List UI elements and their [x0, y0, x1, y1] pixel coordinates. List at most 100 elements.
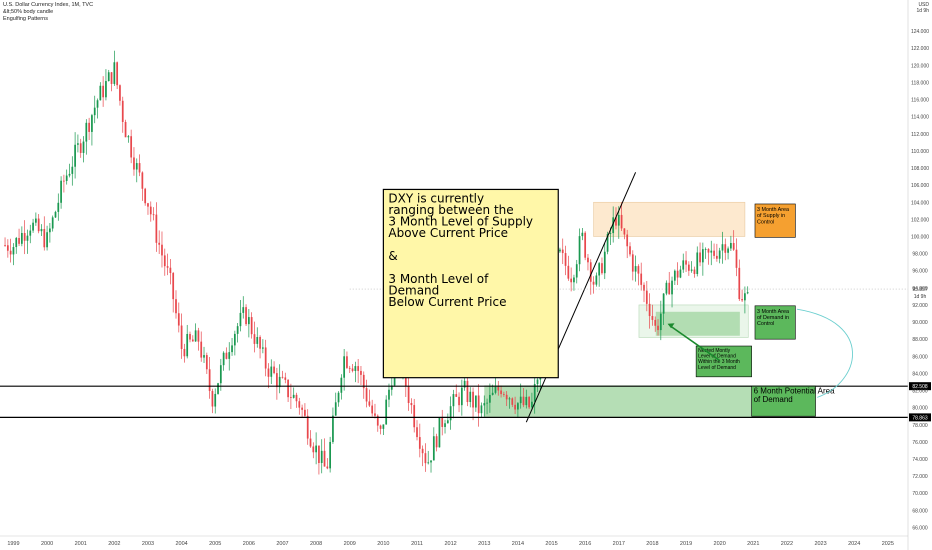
candle-body	[91, 115, 93, 132]
candle-body	[332, 415, 334, 442]
x-tick-label: 2002	[108, 541, 120, 547]
candle-body	[589, 262, 592, 282]
candle-body	[573, 277, 575, 283]
candle-body	[138, 163, 141, 173]
chart-legend: U.S. Dollar Currency Index, 1M, TVC &lt;…	[3, 2, 93, 23]
candle-body	[105, 81, 107, 98]
candle-body	[214, 393, 217, 407]
candle-body	[368, 401, 371, 406]
trend-line	[525, 172, 637, 423]
candle-body	[584, 232, 587, 258]
candle-body	[651, 316, 654, 320]
candle-body	[228, 352, 231, 359]
candle-body	[385, 399, 388, 425]
candle-body	[676, 270, 679, 278]
candle-body	[525, 396, 528, 406]
candle-body	[620, 214, 623, 229]
main-annotation-line-9: Below Current Price	[388, 295, 506, 309]
x-tick-label: 2013	[478, 541, 490, 547]
candle-body	[371, 405, 374, 414]
y-tick-label: 80.000	[912, 406, 928, 412]
candle-body	[20, 233, 23, 244]
candle-body	[295, 394, 298, 402]
candle-body	[320, 450, 323, 464]
candle-body	[483, 403, 486, 406]
indicator-body-candle: &lt;50% body candle	[3, 9, 54, 15]
candle-body	[77, 143, 79, 145]
six-month-label-line: 6 Month Potential Area	[754, 387, 835, 396]
candle-body	[724, 244, 727, 253]
x-tick-label: 2003	[142, 541, 154, 547]
demand-label-box	[754, 305, 796, 340]
y-tick-label: 118.000	[911, 80, 929, 86]
candle-body	[259, 337, 261, 349]
x-tick-label: 2011	[411, 541, 423, 547]
candle-body	[472, 391, 474, 408]
candle-body	[233, 333, 236, 346]
price-scale-header: USD 1d 9h	[916, 2, 929, 14]
candle-body	[519, 396, 522, 404]
x-tick-label: 2017	[613, 541, 625, 547]
candle-body	[116, 62, 119, 86]
candle-body	[648, 303, 651, 317]
candle-body	[63, 180, 65, 182]
candle-body	[161, 244, 163, 256]
y-tick-label: 104.000	[911, 200, 929, 206]
nested-arrow-head	[667, 323, 675, 329]
y-tick-label: 110.000	[911, 149, 929, 155]
candle-body	[365, 388, 368, 402]
candle-body	[612, 217, 615, 234]
candle-body	[329, 441, 331, 469]
main-annotation-line-1: ranging between the	[388, 203, 513, 217]
candle-body	[690, 269, 693, 271]
candle-body	[40, 228, 43, 232]
candle-body	[379, 425, 382, 429]
candle-body	[713, 250, 715, 256]
y-tick-label: 96.000	[912, 269, 928, 275]
candle-body	[427, 462, 430, 464]
currency-label: USD	[918, 2, 929, 8]
candle-body	[587, 257, 589, 263]
candle-body	[657, 325, 659, 331]
candle-body	[197, 330, 200, 342]
candle-body	[96, 100, 99, 108]
candle-body	[531, 401, 533, 408]
supply-label-box	[754, 203, 796, 238]
candle-body	[357, 366, 360, 371]
candle-body	[435, 436, 438, 448]
candle-body	[158, 242, 161, 245]
y-tick-label: 116.000	[911, 98, 929, 104]
candle-body	[217, 383, 219, 394]
candle-body	[270, 366, 273, 377]
candle-body	[194, 330, 197, 342]
candle-body	[570, 278, 573, 283]
candle-body	[242, 307, 245, 313]
candle-body	[292, 394, 295, 398]
candle-body	[205, 355, 208, 370]
candle-body	[645, 290, 648, 304]
candle-body	[718, 250, 721, 259]
level-tag-label-0: 82.508	[912, 384, 928, 390]
candle-body	[26, 235, 29, 241]
candle-body	[452, 394, 455, 407]
main-annotation-line-7: 3 Month Level of	[388, 272, 489, 286]
candle-body	[343, 356, 346, 378]
x-tick-label: 2021	[747, 541, 759, 547]
candle-body	[575, 264, 578, 278]
candle-body	[682, 260, 685, 270]
candle-body	[654, 319, 657, 326]
candle-body	[301, 407, 303, 410]
main-annotation-line-3: Above Current Price	[388, 226, 508, 240]
x-tick-label: 2024	[848, 541, 860, 547]
x-tick-label: 2000	[41, 541, 53, 547]
candle-body	[679, 269, 682, 278]
candle-body	[449, 406, 452, 421]
candle-body	[362, 374, 365, 389]
candle-body	[500, 390, 502, 395]
x-tick-label: 1999	[7, 541, 19, 547]
candle-body	[231, 345, 233, 353]
candle-body	[23, 233, 26, 241]
